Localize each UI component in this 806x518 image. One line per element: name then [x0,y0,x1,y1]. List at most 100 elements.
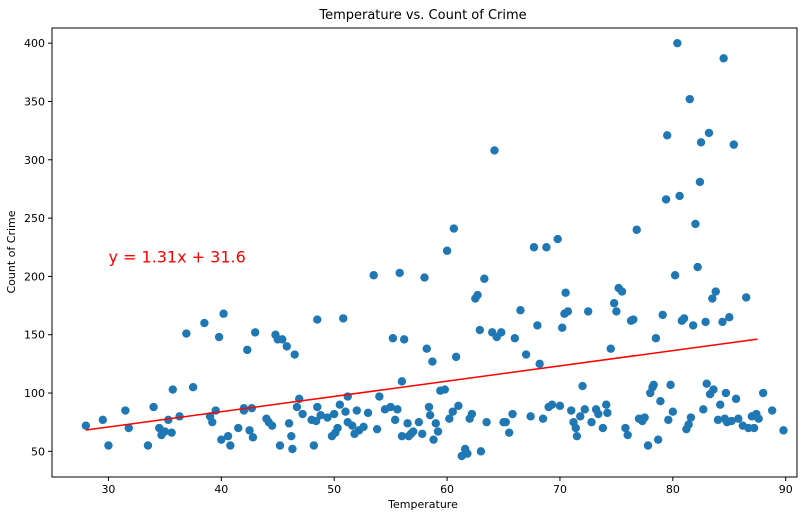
data-point [567,406,576,415]
data-point [673,38,682,48]
data-point [691,219,700,229]
data-point [424,402,434,412]
data-point [701,317,710,327]
data-point [309,441,319,450]
data-point [200,318,209,328]
data-point [734,414,743,423]
data-point [226,441,235,450]
data-point [508,409,517,419]
data-point [578,381,587,391]
y-tick-label: 250 [24,212,45,225]
plot-area: 30 40 50 60 70 80 90 50 100 150 200 250 300 350 400 y… [24,27,798,496]
data-point [287,431,296,441]
data-point [779,426,788,435]
data-point [670,271,680,280]
y-tick-label: 50 [31,445,45,458]
data-point [248,433,258,442]
data-point [571,423,580,433]
data-point [428,357,437,366]
y-tick-label: 150 [24,329,45,342]
data-point [603,408,612,418]
chart-title: Temperature vs. Count of Crime [318,8,526,23]
data-point [467,409,477,419]
data-point [538,414,548,423]
data-point [348,421,357,430]
data-point [561,288,570,297]
data-point [612,307,621,316]
plot-frame [51,27,798,478]
data-point [278,335,287,344]
data-point [662,131,672,140]
data-point [397,377,407,386]
data-point [124,423,133,433]
data-point [448,407,457,416]
data-point [668,407,678,416]
data-point [729,140,738,149]
data-point [329,409,339,419]
data-point [409,427,418,436]
data-point [598,423,608,433]
x-tick-label: 90 [779,483,793,496]
data-point [219,309,228,318]
data-point [217,435,226,444]
data-point [699,405,708,414]
data-point [754,414,763,423]
data-point [375,392,384,401]
data-point [664,415,673,425]
data-point [418,429,427,439]
data-point [429,435,438,444]
data-point [719,54,728,63]
data-point [399,335,409,344]
x-tick-label: 30 [101,483,115,496]
data-point [372,424,382,434]
data-point [526,412,535,421]
data-point [725,313,734,322]
data-point [587,417,596,427]
data-point [501,417,510,427]
data-point [504,428,514,437]
data-point [243,345,252,355]
data-point [649,380,658,390]
data-point [473,290,482,300]
data-point [433,427,443,436]
data-point [214,332,224,342]
data-point [275,441,285,450]
data-point [369,271,378,280]
data-point [702,379,711,388]
x-tick-label: 80 [666,483,680,496]
y-tick-label: 300 [24,154,45,167]
data-point [572,431,582,441]
data-point [609,299,619,308]
data-point [709,385,718,394]
data-point [731,394,741,404]
data-point [316,410,325,420]
x-axis-label: Temperature [387,498,458,511]
data-point [617,287,627,296]
data-point [533,321,542,330]
data-point [482,417,491,427]
data-point [393,405,402,414]
data-point [359,422,368,432]
data-point [629,315,638,324]
data-point [529,243,539,252]
data-point [234,423,243,433]
data-point [576,412,585,421]
data-point [463,449,472,458]
data-point [688,321,698,330]
data-point [583,307,593,316]
data-point [553,234,562,244]
data-point [311,416,321,426]
data-point [510,334,520,343]
data-point [675,191,684,201]
data-point [686,413,696,422]
data-point [716,400,725,409]
data-point [623,430,632,440]
data-point [363,408,373,418]
data-point [395,268,404,278]
data-point [352,406,361,415]
data-point [164,415,173,425]
data-point [606,344,615,353]
data-point [121,406,130,415]
data-point [388,334,398,343]
